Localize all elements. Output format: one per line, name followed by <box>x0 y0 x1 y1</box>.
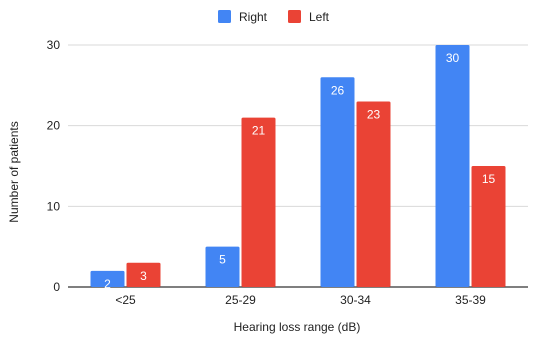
bar-right-2 <box>320 77 355 288</box>
y-tick-label-30: 30 <box>47 38 61 52</box>
data-label-left-1: 21 <box>252 124 266 138</box>
data-label-right-1: 5 <box>219 253 226 267</box>
y-axis-label: Number of patients <box>7 121 21 222</box>
x-axis-label: Hearing loss range (dB) <box>234 320 361 334</box>
y-tick-label-10: 10 <box>47 199 61 213</box>
bar-left-2 <box>356 101 391 287</box>
legend-swatch-right <box>218 10 231 23</box>
bar-right-0 <box>90 270 125 287</box>
bar-left-1 <box>241 117 276 287</box>
x-axis-ticks: <25 25-29 30-34 35-39 <box>115 293 486 307</box>
data-label-left-0: 3 <box>140 269 147 283</box>
data-label-right-3: 30 <box>446 51 460 65</box>
bar-left-3 <box>471 166 506 287</box>
legend-swatch-left <box>288 10 301 23</box>
data-label-right-2: 26 <box>331 83 345 97</box>
x-tick-label-2: 30-34 <box>340 293 371 307</box>
x-tick-label-0: <25 <box>115 293 136 307</box>
legend-label-left: Left <box>309 10 330 24</box>
x-tick-label-1: 25-29 <box>225 293 256 307</box>
y-axis-ticks: 0 10 20 30 <box>47 38 61 294</box>
legend-label-right: Right <box>239 10 268 24</box>
y-tick-label-20: 20 <box>47 119 61 133</box>
data-label-left-3: 15 <box>482 172 496 186</box>
bar-right-3 <box>435 45 470 287</box>
bar-right-1 <box>205 246 240 287</box>
data-label-right-0: 2 <box>104 277 111 291</box>
y-tick-label-0: 0 <box>53 280 60 294</box>
bar-left-0 <box>126 262 161 287</box>
x-tick-label-3: 35-39 <box>455 293 486 307</box>
data-label-left-2: 23 <box>367 107 381 121</box>
chart-legend: Right Left <box>218 10 330 24</box>
